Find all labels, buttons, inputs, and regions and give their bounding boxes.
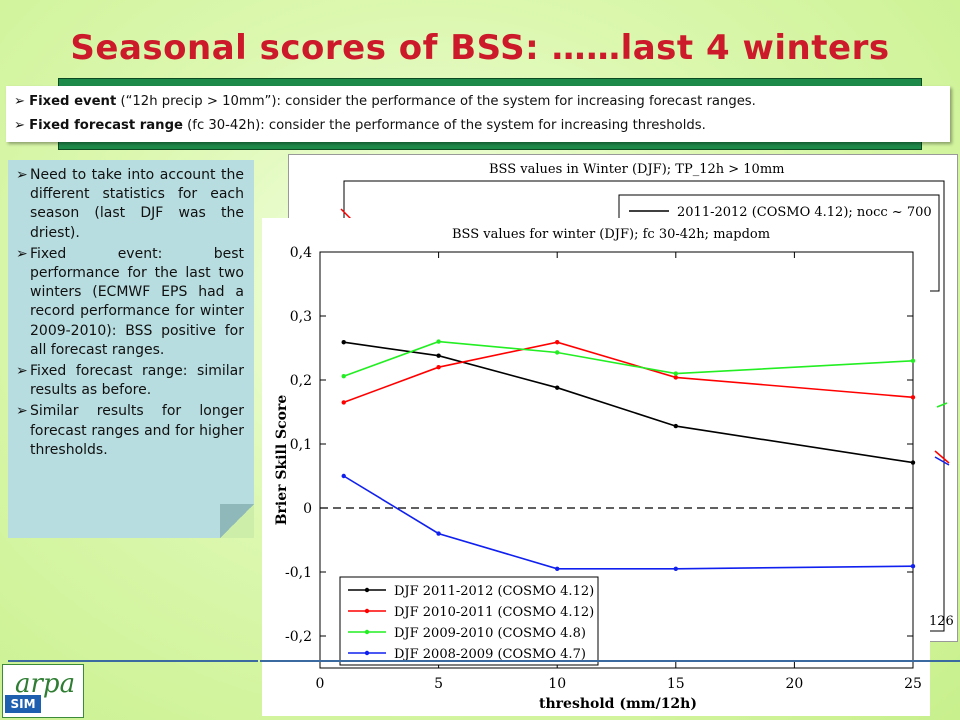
x-axis-ticks: 0 5 10 15 20 25 [316, 252, 922, 692]
intro-text: (“12h precip > 10mm”): consider the perf… [116, 94, 756, 109]
arrow-bullet-icon: ➢ [14, 94, 26, 109]
x-tick-label: 15 [667, 676, 685, 692]
legend-entry-label: DJF 2008-2009 (COSMO 4.7) [394, 647, 586, 662]
y-tick-label: 0,1 [290, 437, 312, 453]
note-item: ➢ Similar results for longer forecast ran… [16, 402, 244, 460]
x-tick-label: 25 [904, 676, 922, 692]
slide-title: Seasonal scores of BSS: ……last 4 winters [70, 28, 890, 68]
y-tick-label: 0,3 [290, 309, 312, 325]
series-point [910, 564, 916, 569]
series-point [910, 358, 916, 363]
arrow-bullet-icon: ➢ [14, 118, 26, 133]
intro-line-fixed-range: ➢ Fixed forecast range (fc 30-42h): consi… [14, 114, 942, 138]
background-series-blue [934, 456, 950, 466]
background-legend-entry: 2011-2012 (COSMO 4.12); nocc ~ 700 [677, 205, 932, 220]
page-curl [220, 504, 254, 538]
series-point [436, 339, 441, 344]
note-item: ➢ Need to take into account the different… [16, 166, 244, 243]
x-axis-label: threshold (mm/12h) [539, 696, 697, 712]
legend-entry-label: DJF 2010-2011 (COSMO 4.12) [394, 605, 594, 620]
series-point [673, 423, 678, 429]
footer-divider-left [8, 660, 258, 662]
legend-swatch-marker [364, 629, 370, 635]
legend-box [339, 576, 599, 666]
y-tick-label: 0 [303, 501, 312, 517]
y-axis-ticks: 0,4 0,3 0,2 0,1 0 -0,1 -0,2 [285, 245, 913, 645]
arrow-bullet-icon: ➢ [16, 403, 28, 420]
series-point [341, 473, 346, 479]
series-point [555, 385, 560, 390]
intro-line-fixed-event: ➢ Fixed event (“12h precip > 10mm”): cons… [14, 90, 942, 114]
footer-divider-right [260, 660, 960, 662]
series-point [910, 460, 916, 465]
arrow-bullet-icon: ➢ [16, 363, 28, 380]
series-point [673, 375, 678, 380]
series-point [341, 340, 346, 345]
background-series-green [936, 402, 948, 408]
series-point [341, 400, 346, 405]
note-text: Need to take into account the different … [30, 167, 244, 241]
background-series-red-start [340, 208, 352, 220]
background-chart-title: BSS values in Winter (DJF); TP_12h > 10m… [489, 162, 784, 177]
note-item: ➢ Fixed event: best performance for the l… [16, 245, 244, 360]
legend-swatch-marker [364, 650, 370, 656]
data-series [341, 339, 916, 571]
series-point [555, 566, 560, 571]
bss-threshold-chart-svg: BSS values for winter (DJF); fc 30-42h; … [274, 227, 922, 712]
logo-text: arpa [15, 669, 76, 699]
background-series-red [934, 450, 950, 464]
y-tick-label: -0,1 [285, 565, 312, 581]
arrow-bullet-icon: ➢ [16, 245, 28, 262]
y-tick-label: 0,4 [290, 245, 312, 261]
note-text: Similar results for longer forecast rang… [30, 403, 244, 458]
series-point [673, 371, 678, 376]
legend-swatch-marker [364, 587, 370, 593]
y-axis-label: Brier Skill Score [274, 395, 290, 526]
legend-swatch-marker [364, 608, 370, 614]
side-note: ➢ Need to take into account the different… [8, 160, 254, 538]
series-point [555, 350, 560, 355]
arpa-sim-logo: arpa SIM [2, 664, 84, 718]
series-point [673, 566, 678, 571]
intro-text: (fc 30-42h): consider the performance of… [182, 118, 706, 133]
background-tick-label: 126 [929, 614, 954, 629]
chart-legend: DJF 2011-2012 (COSMO 4.12) DJF 2010-2011 … [339, 576, 599, 666]
note-text: Fixed forecast range: similar results as… [30, 363, 244, 399]
series-point [436, 531, 441, 536]
logo-sub-text: SIM [5, 695, 41, 713]
series-point [436, 365, 441, 370]
note-item: ➢ Fixed forecast range: similar results a… [16, 362, 244, 400]
x-tick-label: 5 [434, 676, 443, 692]
arrow-bullet-icon: ➢ [16, 167, 28, 183]
legend-entry-label: DJF 2011-2012 (COSMO 4.12) [394, 584, 594, 599]
x-tick-label: 20 [785, 676, 803, 692]
y-tick-label: 0,2 [290, 373, 312, 389]
legend-entry-label: DJF 2009-2010 (COSMO 4.8) [394, 626, 586, 641]
x-tick-label: 10 [548, 676, 566, 692]
intro-bold: Fixed forecast range [29, 118, 183, 133]
intro-box: ➢ Fixed event (“12h precip > 10mm”): cons… [6, 86, 950, 142]
series-point [555, 340, 560, 345]
intro-bold: Fixed event [29, 94, 117, 109]
chart-title: BSS values for winter (DJF); fc 30-42h; … [452, 227, 770, 242]
series-point [341, 373, 346, 379]
series-point [910, 395, 916, 400]
note-text: Fixed event: best performance for the la… [30, 245, 244, 358]
bss-threshold-chart: BSS values for winter (DJF); fc 30-42h; … [262, 218, 930, 716]
series-point [436, 353, 441, 358]
y-tick-label: -0,2 [285, 629, 312, 645]
x-tick-label: 0 [316, 676, 325, 692]
